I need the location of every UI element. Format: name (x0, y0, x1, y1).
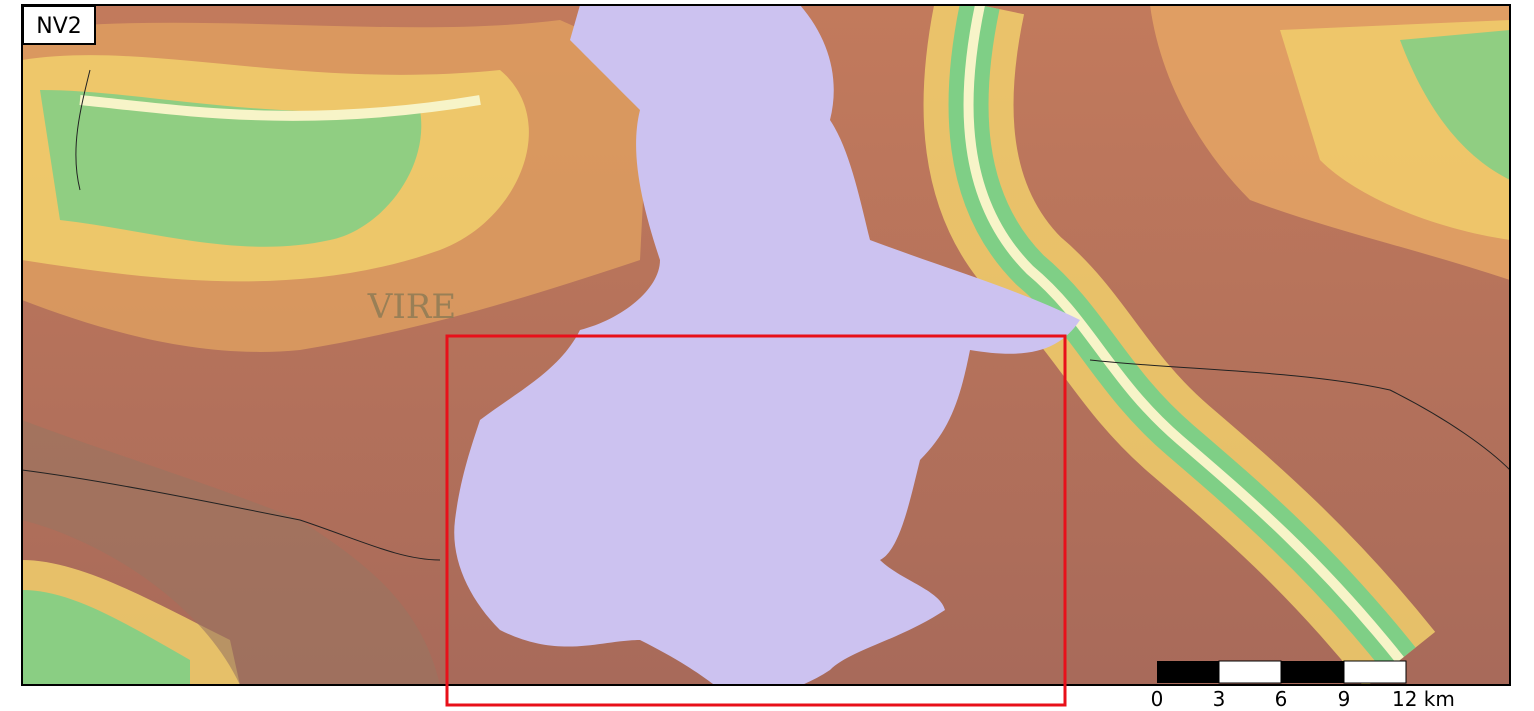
scale-label: 12 km (1392, 687, 1455, 711)
scale-label: 9 (1338, 687, 1351, 711)
place-label: VIRE (367, 287, 456, 327)
terrain (22, 5, 1510, 685)
map-label: NV2 (36, 14, 82, 39)
scale-bar: 0 3 6 9 12 km (1151, 660, 1455, 711)
scale-label: 6 (1275, 687, 1288, 711)
scale-label: 3 (1213, 687, 1226, 711)
map-frame (21, 4, 1511, 686)
extent-box (445, 334, 1067, 707)
label-box (22, 5, 96, 45)
scale-label: 0 (1151, 687, 1164, 711)
